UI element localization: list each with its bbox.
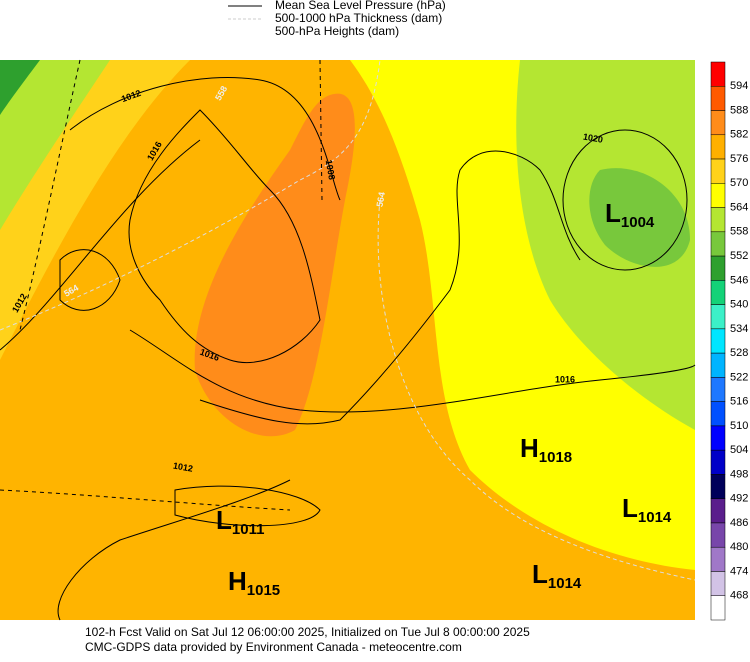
footer-line: 102-h Fcst Valid on Sat Jul 12 06:00:00 … bbox=[85, 625, 530, 639]
color-label: 534 bbox=[730, 323, 748, 335]
color-swatch bbox=[710, 377, 726, 402]
color-swatch bbox=[710, 207, 726, 233]
color-swatch bbox=[710, 425, 726, 451]
color-label: 510 bbox=[730, 420, 748, 432]
color-swatch bbox=[710, 231, 726, 257]
color-label: 504 bbox=[730, 444, 748, 456]
color-bar: 594 588 582 576 570 564 558 552 546 540 534 528 522 5… bbox=[710, 61, 748, 621]
color-label: 474 bbox=[730, 565, 748, 577]
field-green-core bbox=[589, 168, 690, 267]
color-swatch bbox=[710, 61, 726, 87]
color-label: 546 bbox=[730, 274, 748, 286]
color-label: 522 bbox=[730, 371, 748, 383]
field-green-west bbox=[0, 60, 110, 230]
footer-line: CMC-GDPS data provided by Environment Ca… bbox=[85, 640, 462, 654]
isobar bbox=[562, 129, 688, 271]
color-swatch bbox=[710, 183, 726, 208]
color-swatch bbox=[710, 280, 726, 305]
pressure-value: 1014 bbox=[548, 575, 582, 592]
color-swatch bbox=[710, 571, 726, 596]
color-swatch bbox=[710, 401, 726, 427]
isobar bbox=[69, 77, 341, 201]
color-label: 564 bbox=[730, 201, 748, 213]
color-label: 570 bbox=[730, 177, 748, 189]
color-label: 588 bbox=[730, 104, 748, 116]
color-swatch bbox=[710, 86, 726, 111]
coastlines bbox=[57, 109, 581, 621]
color-swatch bbox=[710, 595, 726, 621]
isobar bbox=[0, 139, 201, 351]
contour-label: 1016 bbox=[555, 374, 575, 384]
legend-entry: 500-1000 hPa Thickness (dam) bbox=[275, 11, 442, 25]
field-dark-green bbox=[0, 60, 40, 115]
pressure-value: 1015 bbox=[247, 582, 280, 599]
color-swatch bbox=[710, 158, 726, 184]
contour-label: 1020 bbox=[582, 131, 603, 144]
color-label: 516 bbox=[730, 396, 748, 408]
color-label: 492 bbox=[730, 493, 748, 505]
coastline-continent bbox=[199, 150, 581, 425]
thickness-line bbox=[0, 59, 381, 331]
color-label: 552 bbox=[730, 250, 748, 262]
isobar bbox=[129, 329, 696, 413]
pressure-value: 1014 bbox=[638, 509, 672, 526]
color-swatch bbox=[710, 498, 726, 524]
field-orange-core bbox=[194, 93, 355, 437]
color-label: 486 bbox=[730, 517, 748, 529]
color-label: 528 bbox=[730, 347, 748, 359]
color-label: 594 bbox=[730, 80, 748, 92]
height-lines bbox=[0, 59, 323, 511]
coastline-britain bbox=[128, 109, 321, 364]
pressure-value: 1018 bbox=[539, 449, 572, 466]
color-swatch bbox=[710, 352, 726, 378]
color-swatch bbox=[710, 328, 726, 354]
pressure-center: H1015 bbox=[228, 566, 280, 599]
color-swatch bbox=[710, 522, 726, 548]
coastline-ireland bbox=[59, 249, 121, 311]
thickness-line bbox=[377, 199, 696, 581]
color-label: 480 bbox=[730, 541, 748, 553]
color-label: 498 bbox=[730, 468, 748, 480]
contour-label: 1008 bbox=[324, 159, 337, 180]
color-swatch bbox=[710, 546, 726, 572]
color-swatch bbox=[710, 255, 726, 281]
color-swatch bbox=[710, 110, 726, 136]
color-label: 582 bbox=[730, 129, 748, 141]
color-swatch bbox=[710, 304, 726, 330]
height-line bbox=[19, 59, 81, 331]
thickness-lines bbox=[0, 59, 696, 581]
isobar bbox=[174, 485, 321, 527]
color-swatch bbox=[710, 134, 726, 160]
contour-label: 1012 bbox=[172, 460, 193, 473]
pressure-value: 1004 bbox=[621, 214, 655, 231]
color-swatch bbox=[710, 474, 726, 499]
color-label: 468 bbox=[730, 590, 748, 602]
color-label: 558 bbox=[730, 226, 748, 238]
legend-entry: 500-hPa Heights (dam) bbox=[275, 24, 399, 38]
color-swatch bbox=[710, 449, 726, 475]
contour-label: 564 bbox=[374, 191, 386, 208]
legend-entry: Mean Sea Level Pressure (hPa) bbox=[275, 0, 446, 12]
isobars bbox=[0, 77, 696, 527]
coastline-iberia bbox=[57, 479, 291, 621]
color-label: 576 bbox=[730, 153, 748, 165]
pressure-value: 1011 bbox=[232, 521, 265, 538]
color-label: 540 bbox=[730, 299, 748, 311]
